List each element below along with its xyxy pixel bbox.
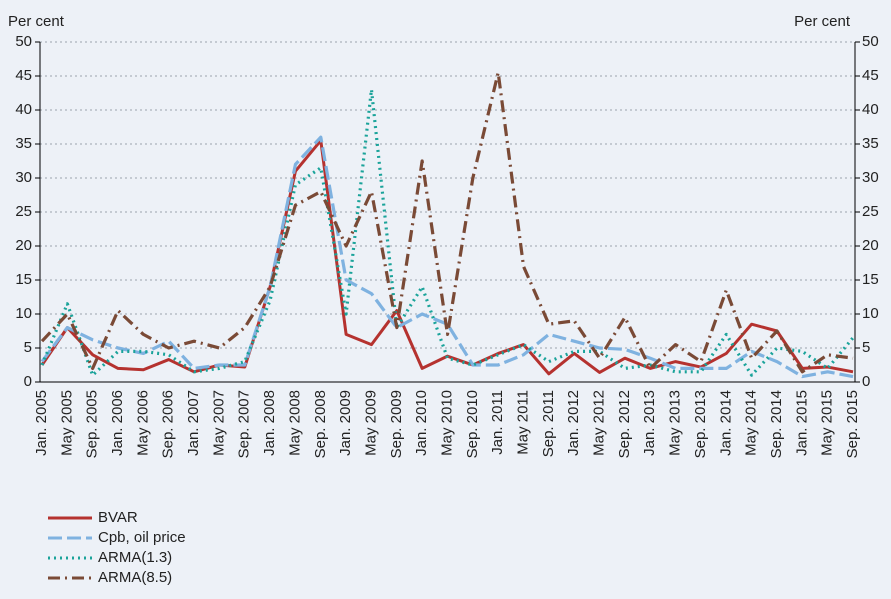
y-tick-label: 10 [15,305,32,322]
legend-label: Cpb, oil price [98,529,186,546]
x-tick-label: Jan. 2005 [33,390,50,456]
x-tick-label: Jan. 2014 [717,390,734,456]
x-tick-label: Jan. 2006 [109,390,126,456]
y-axis-label: Per cent [8,13,65,30]
x-tick-label: Jan. 2008 [261,390,278,456]
x-tick-label: Sep. 2007 [236,390,253,458]
y2-tick-label: 40 [862,101,879,118]
y2-tick-label: 30 [862,169,879,186]
y-tick-label: 5 [24,339,32,356]
x-tick-label: Jan. 2015 [793,390,810,456]
y2-tick-label: 0 [862,373,870,390]
y2-tick-label: 35 [862,135,879,152]
x-tick-label: May 2012 [591,390,608,456]
x-tick-label: May 2006 [134,390,151,456]
y-tick-label: 35 [15,135,32,152]
y2-tick-label: 5 [862,339,870,356]
y-tick-label: 45 [15,67,32,84]
x-tick-label: Sep. 2011 [540,390,557,457]
x-tick-label: May 2008 [286,390,303,456]
x-tick-label: Sep. 2010 [464,390,481,458]
y-tick-label: 30 [15,169,32,186]
y2-axis-label: Per cent [794,13,851,30]
x-tick-label: May 2010 [438,390,455,456]
y2-tick-label: 50 [862,33,879,50]
x-tick-label: Jan. 2011 [489,390,506,455]
y-tick-label: 40 [15,101,32,118]
y2-tick-label: 45 [862,67,879,84]
y-tick-label: 50 [15,33,32,50]
y2-tick-label: 20 [862,237,879,254]
legend-label: ARMA(8.5) [98,569,172,586]
x-tick-label: Sep. 2009 [388,390,405,458]
x-tick-label: May 2013 [667,390,684,456]
x-tick-label: May 2007 [210,390,227,456]
x-tick-label: Sep. 2006 [160,390,177,458]
x-tick-label: May 2005 [58,390,75,456]
x-tick-label: Jan. 2010 [413,390,430,456]
x-tick-label: Jan. 2007 [185,390,202,456]
y-tick-label: 0 [24,373,32,390]
x-tick-label: May 2014 [743,390,760,456]
y2-tick-label: 10 [862,305,879,322]
series-line [40,135,854,379]
y-tick-label: 25 [15,203,32,220]
x-tick-label: Sep. 2015 [844,390,861,458]
x-tick-label: Jan. 2012 [565,390,582,456]
x-tick-label: May 2009 [362,390,379,456]
x-tick-label: Jan. 2009 [337,390,354,456]
y-tick-label: 15 [15,271,32,288]
x-tick-label: May 2015 [819,390,836,456]
x-tick-label: Sep. 2013 [692,390,709,458]
x-tick-label: Sep. 2012 [616,390,633,458]
x-tick-label: Sep. 2005 [84,390,101,458]
x-tick-label: Sep. 2014 [768,390,785,458]
series-line [40,88,855,377]
y-tick-label: 20 [15,237,32,254]
y2-tick-label: 25 [862,203,879,220]
legend-label: ARMA(1.3) [98,549,172,566]
legend-label: BVAR [98,509,138,526]
series-line [40,71,854,374]
y2-tick-label: 15 [862,271,879,288]
x-tick-label: May 2011 [515,390,532,455]
x-tick-label: Jan. 2013 [641,390,658,456]
series-line [40,139,854,376]
x-tick-label: Sep. 2008 [312,390,329,458]
